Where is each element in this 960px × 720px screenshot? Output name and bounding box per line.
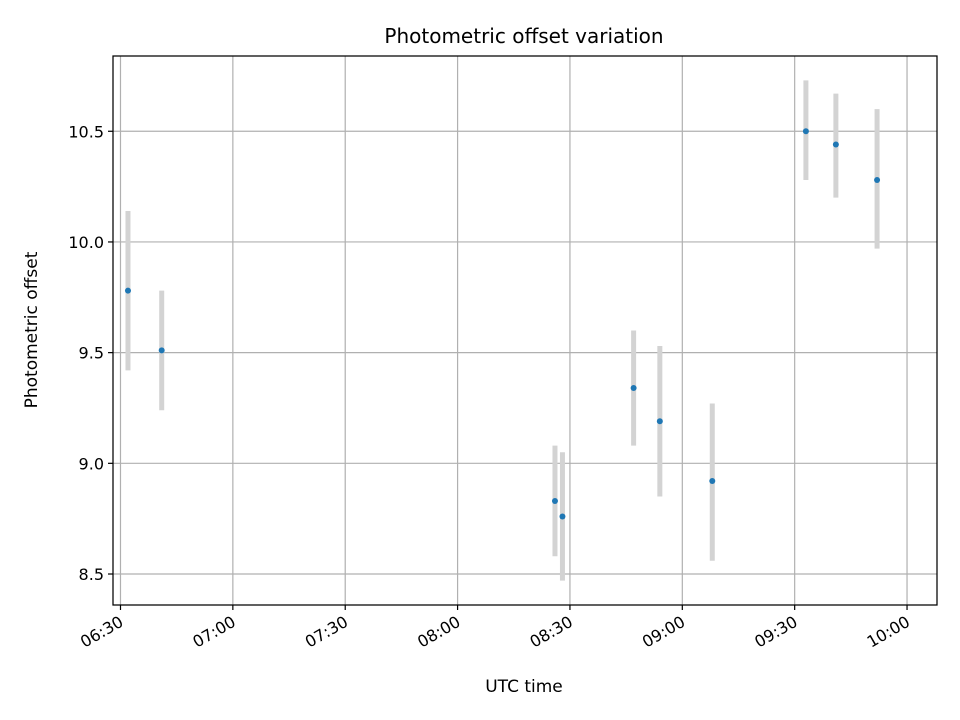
data-point <box>709 478 716 485</box>
data-point <box>832 141 839 148</box>
x-axis-label: UTC time <box>485 677 563 697</box>
data-points <box>124 128 881 520</box>
data-point <box>551 497 558 504</box>
plot-frame <box>112 55 938 606</box>
data-point <box>802 128 809 135</box>
data-point <box>656 418 663 425</box>
data-point <box>158 347 165 354</box>
y-tick-label: 9.5 <box>79 344 104 363</box>
data-point <box>874 176 881 183</box>
grid-lines <box>113 56 937 605</box>
y-tick-label: 10.5 <box>68 122 104 141</box>
data-point <box>559 513 566 520</box>
y-tick-label: 8.5 <box>79 565 104 584</box>
y-tick-label: 9.0 <box>79 454 104 473</box>
chart-title: Photometric offset variation <box>384 24 663 48</box>
data-point <box>630 385 637 392</box>
data-point <box>124 287 131 294</box>
y-axis-label: Photometric offset <box>22 251 42 408</box>
y-tick-label: 10.0 <box>68 233 104 252</box>
